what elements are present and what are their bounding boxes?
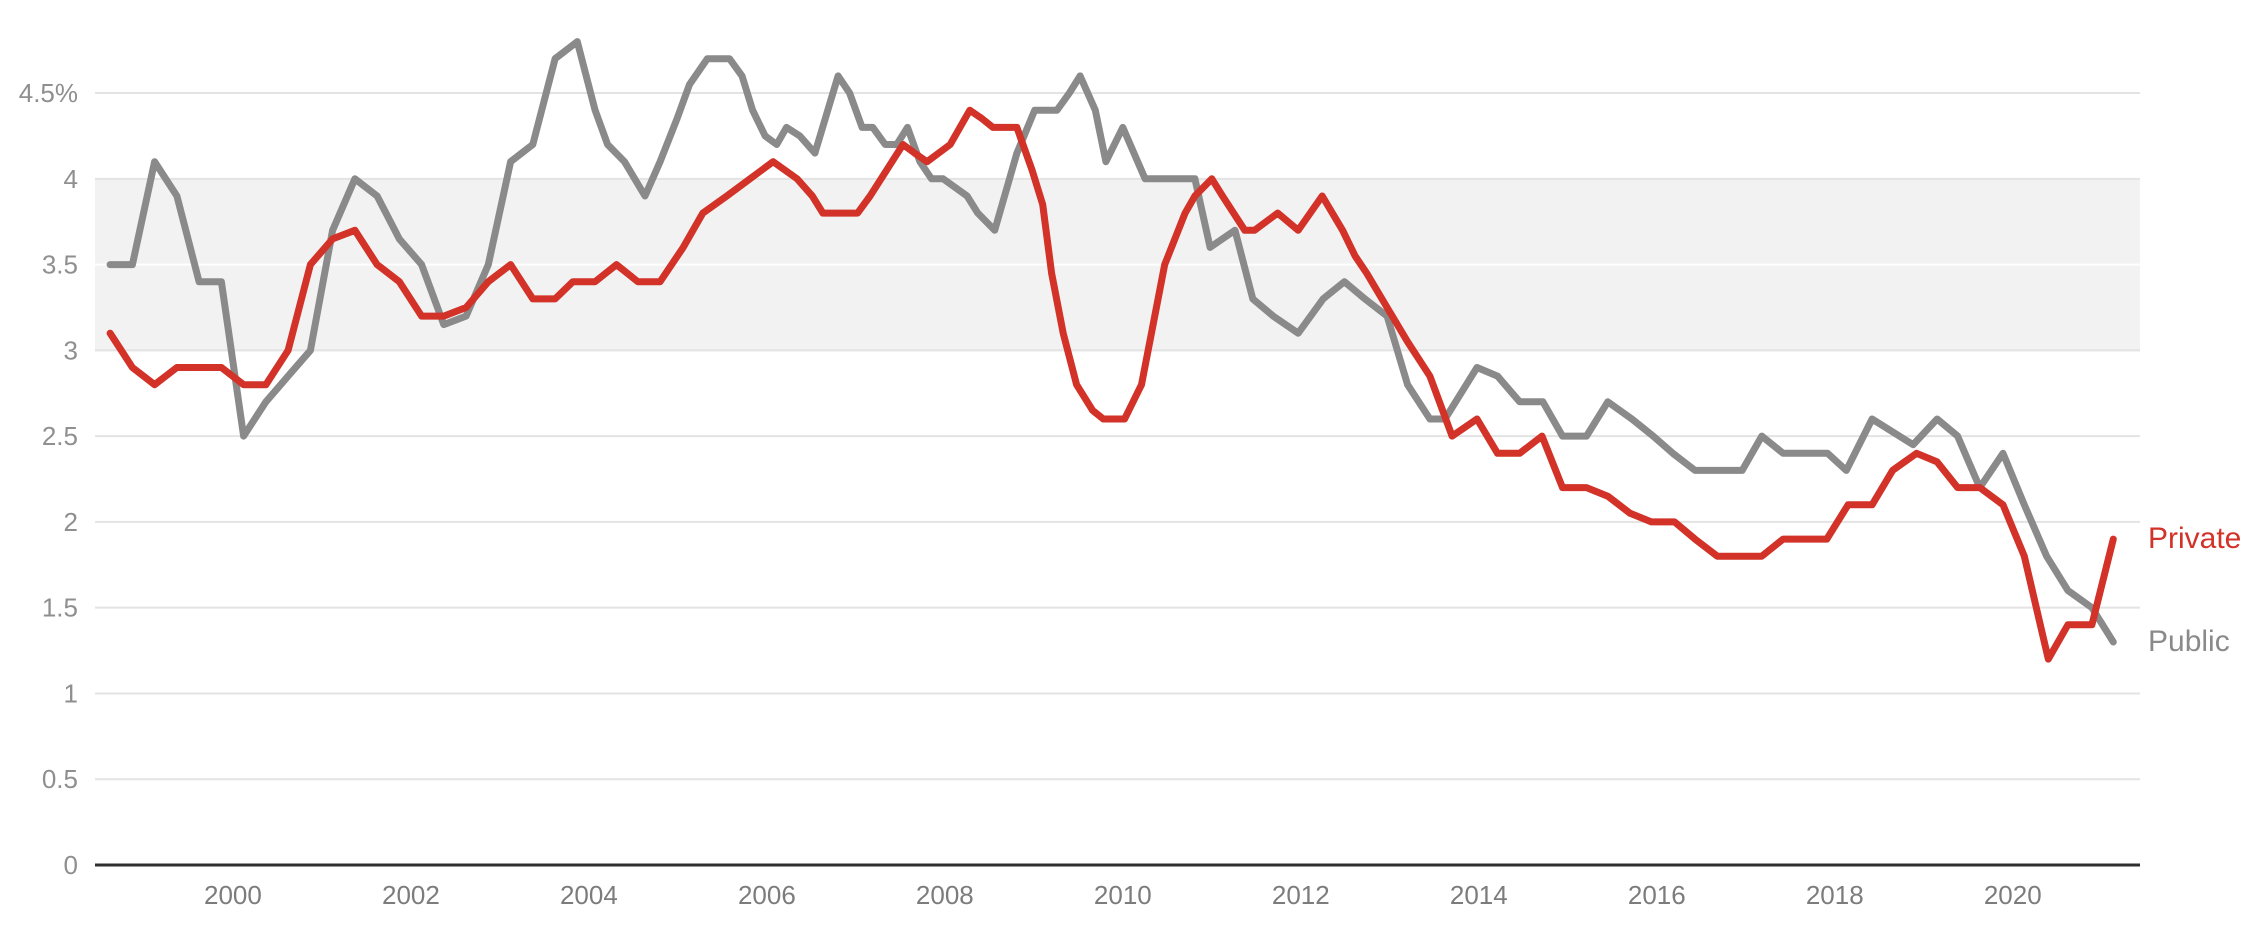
y-tick-label: 2.5 [42, 421, 78, 451]
y-tick-label: 4.5% [19, 78, 78, 108]
y-tick-label: 1 [64, 678, 78, 708]
series-label-public: Public [2148, 624, 2230, 658]
y-tick-label: 3 [64, 335, 78, 365]
y-tick-label: 3.5 [42, 250, 78, 280]
x-tick-label: 2006 [738, 880, 796, 910]
series-line-private [106, 106, 2117, 663]
x-tick-label: 2014 [1450, 880, 1508, 910]
y-tick-label: 0 [64, 850, 78, 880]
y-tick-label: 4 [64, 164, 78, 194]
y-tick-label: 1.5 [42, 593, 78, 623]
x-tick-label: 2016 [1628, 880, 1686, 910]
x-tick-label: 2000 [204, 880, 262, 910]
x-tick-label: 2004 [560, 880, 618, 910]
series-label-private: Private [2148, 522, 2242, 556]
y-tick-label: 0.5 [42, 764, 78, 794]
x-tick-label: 2020 [1984, 880, 2042, 910]
x-tick-label: 2010 [1094, 880, 1152, 910]
x-tick-label: 2018 [1806, 880, 1864, 910]
y-tick-label: 2 [64, 507, 78, 537]
x-tick-label: 2008 [916, 880, 974, 910]
x-tick-label: 2012 [1272, 880, 1330, 910]
x-tick-label: 2002 [382, 880, 440, 910]
